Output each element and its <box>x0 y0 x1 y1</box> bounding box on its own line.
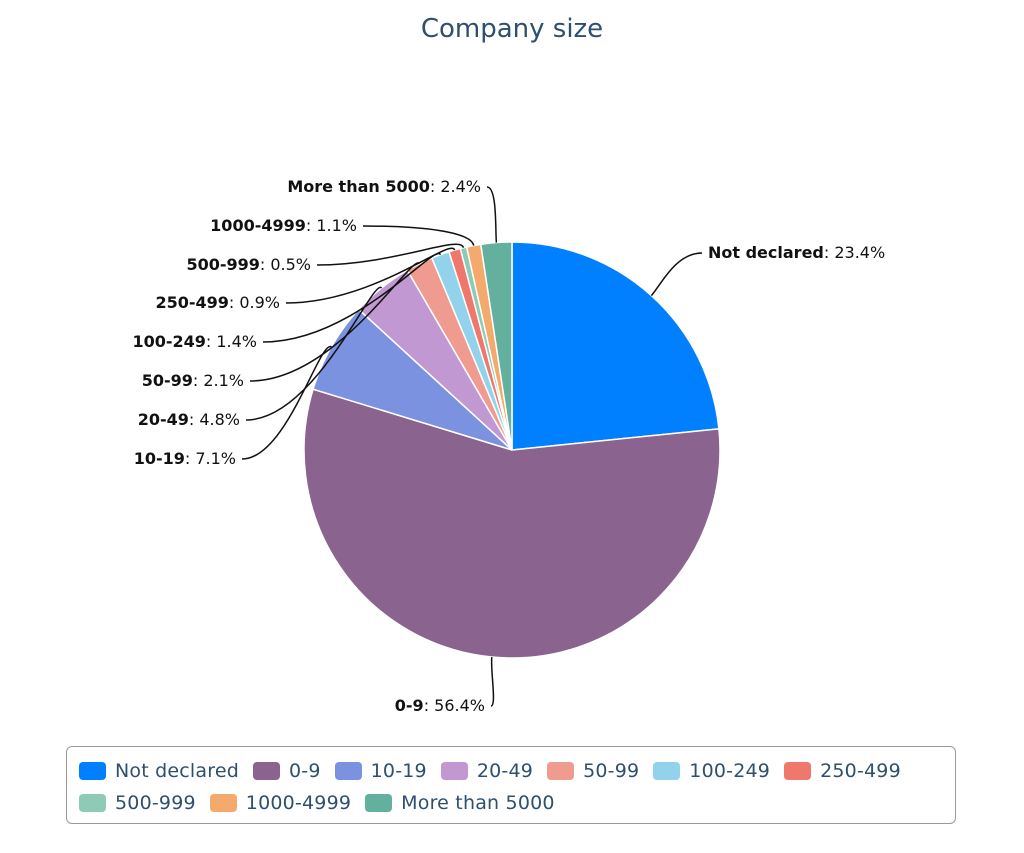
slice-0-9[interactable] <box>303 388 721 659</box>
legend-swatch <box>547 762 575 780</box>
pie-chart: Not declared: 23.4% 0-9: 56.4% 10-19: 7.1%… <box>132 177 885 715</box>
data-label-50-99: 50-99: 2.1% <box>142 371 244 390</box>
legend-label: 10-19 <box>370 760 427 782</box>
legend-item-50-99[interactable]: 50-99 <box>547 755 639 787</box>
connector-20-49 <box>245 286 383 421</box>
data-label-1000-4999: 1000-4999: 1.1% <box>210 216 357 235</box>
legend-item-100-249[interactable]: 100-249 <box>653 755 770 787</box>
legend-label: Not declared <box>115 760 239 782</box>
label-connectors <box>241 186 703 707</box>
data-label-250-499: 250-499: 0.9% <box>155 293 280 312</box>
data-label-more-than-5000: More than 5000: 2.4% <box>287 177 481 196</box>
legend-label: 0-9 <box>289 760 321 782</box>
pie-slices <box>303 241 721 659</box>
legend-swatch <box>334 762 362 780</box>
legend-item-500-999[interactable]: 500-999 <box>79 787 196 819</box>
legend-item-more-than-5000[interactable]: More than 5000 <box>365 787 555 819</box>
legend-label: 100-249 <box>689 760 771 782</box>
legend-swatch <box>440 762 468 780</box>
legend-label: 20-49 <box>476 760 534 782</box>
chart-title: Company size <box>420 14 604 44</box>
legend-item-20-49[interactable]: 20-49 <box>440 755 534 787</box>
legend-swatch <box>653 762 681 780</box>
connector-10-19 <box>241 345 332 460</box>
legend-item-not-declared[interactable]: Not declared <box>79 755 239 787</box>
legend-label: 500-999 <box>115 792 196 814</box>
data-label-100-249: 100-249: 1.4% <box>132 332 257 351</box>
data-label-0-9: 0-9: 56.4% <box>395 696 485 715</box>
legend-item-10-19[interactable]: 10-19 <box>334 755 427 787</box>
data-labels: Not declared: 23.4% 0-9: 56.4% 10-19: 7.1%… <box>132 177 885 715</box>
legend-item-250-499[interactable]: 250-499 <box>784 755 901 787</box>
legend: Not declared 0-9 10-19 20-49 50-99 100-249 250… <box>66 746 956 824</box>
legend-swatch <box>784 762 812 780</box>
data-label-500-999: 500-999: 0.5% <box>186 255 311 274</box>
data-label-10-19: 10-19: 7.1% <box>134 449 236 468</box>
legend-item-0-9[interactable]: 0-9 <box>253 755 321 787</box>
legend-item-1000-4999[interactable]: 1000-4999 <box>209 787 352 819</box>
connector-500-999 <box>316 243 465 266</box>
slice-not-declared[interactable] <box>511 241 720 451</box>
connector-not-declared <box>650 252 703 297</box>
legend-swatch <box>79 794 106 812</box>
legend-swatch <box>365 794 393 812</box>
legend-swatch <box>209 794 237 812</box>
legend-label: 1000-4999 <box>245 792 352 814</box>
legend-label: 250-499 <box>820 760 901 782</box>
connector-250-499 <box>285 247 456 304</box>
legend-label: More than 5000 <box>401 792 555 814</box>
data-label-20-49: 20-49: 4.8% <box>138 410 240 429</box>
slice-more-than-5000[interactable] <box>479 241 513 451</box>
connector-1000-4999 <box>362 225 475 246</box>
connector-0-9 <box>490 656 495 707</box>
legend-label: 50-99 <box>583 760 640 782</box>
connector-more-than-5000 <box>486 186 498 243</box>
data-label-not-declared: Not declared: 23.4% <box>708 243 885 262</box>
legend-swatch <box>253 762 280 780</box>
legend-swatch <box>79 762 106 780</box>
